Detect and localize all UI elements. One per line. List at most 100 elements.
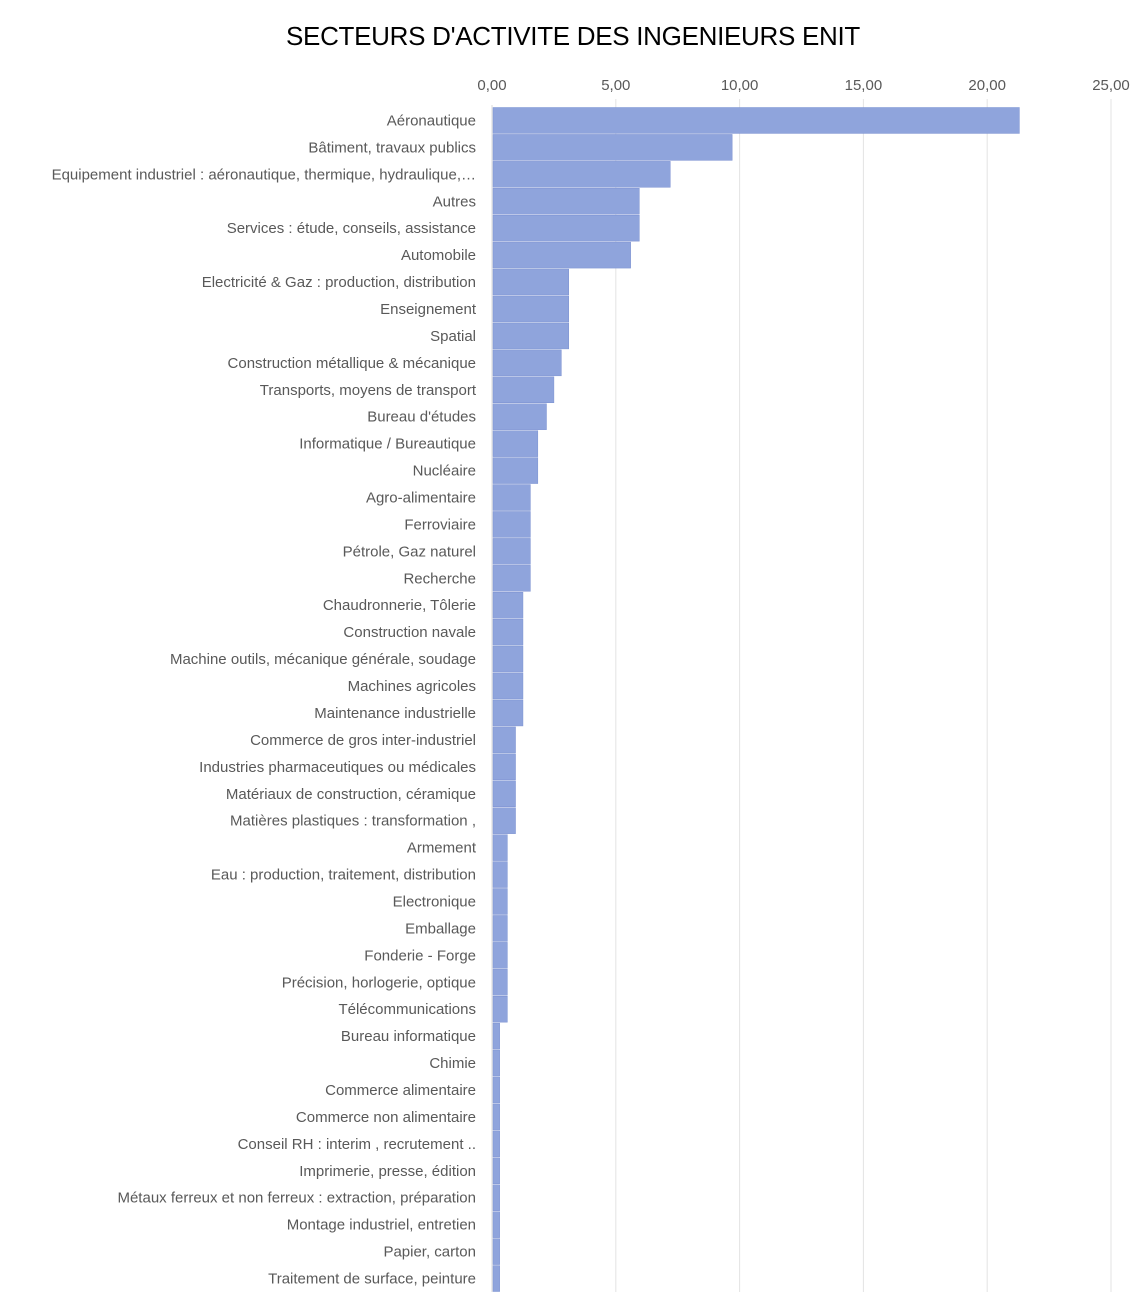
bar [492,457,539,484]
x-axis-tick-labels: 0,00 5,00 10,00 15,00 20,00 25,00 [477,77,1129,94]
category-label: Chaudronnerie, Tôlerie [323,597,476,614]
category-label: Emballage [405,920,476,937]
category-label: Ferroviaire [404,516,476,533]
bar [492,699,524,727]
category-label: Montage industriel, entretien [287,1217,476,1234]
category-label: Armement [407,840,477,857]
bar [492,969,508,996]
category-label: Nucléaire [413,463,476,480]
category-label: Précision, horlogerie, optique [282,974,476,991]
category-label: Automobile [401,247,476,264]
bar [492,295,570,323]
category-label: Machines agricoles [348,678,476,695]
category-label: Matières plastiques : transformation , [230,813,476,830]
category-label: Commerce de gros inter-industriel [250,732,476,749]
gridlines [615,99,1112,1292]
category-label: Transports, moyens de transport [260,382,477,399]
bar [492,538,531,565]
category-label: Chimie [429,1055,476,1072]
bar [492,618,524,646]
bar [492,726,516,754]
category-label: Conseil RH : interim , recrutement .. [238,1136,476,1153]
x-tick-label: 10,00 [721,77,759,94]
category-label: Enseignement [380,301,477,318]
category-label: Aéronautique [387,112,476,129]
category-label: Commerce alimentaire [325,1082,476,1099]
category-label: Commerce non alimentaire [296,1109,476,1126]
bar [492,430,539,457]
category-label: Construction métallique & mécanique [228,355,476,372]
category-labels: Aéronautique Bâtiment, travaux publics Equ… [52,112,477,1287]
bar [492,349,562,377]
bar [492,672,524,700]
category-label: Bureau informatique [341,1028,476,1045]
bar [492,376,555,403]
bar [492,1022,500,1050]
bar [492,1103,500,1131]
bar [492,592,524,619]
category-label: Autres [433,193,476,210]
bar [492,214,640,242]
bar [492,1184,500,1211]
category-label: Matériaux de construction, céramique [226,786,476,803]
bar [492,134,733,161]
category-label: Traitement de surface, peinture [268,1271,476,1288]
category-label: Papier, carton [383,1244,476,1261]
x-tick-label: 5,00 [601,77,630,94]
category-label: Informatique / Bureautique [299,436,476,453]
bars [492,107,1020,1292]
bar [492,1238,500,1265]
bar [492,753,516,781]
bar [492,996,508,1023]
bar [492,161,671,188]
bar [492,1211,500,1238]
bar [492,780,516,807]
category-label: Pétrole, Gaz naturel [343,543,476,560]
bar [492,1157,500,1185]
bar [492,942,508,969]
category-label: Equipement industriel : aéronautique, th… [52,166,476,183]
bar [492,107,1020,134]
category-label: Agro-alimentaire [366,490,476,507]
x-tick-label: 0,00 [477,77,506,94]
category-label: Télécommunications [338,1001,476,1018]
category-label: Bureau d'études [367,409,476,426]
category-label: Maintenance industrielle [314,705,476,722]
bar [492,322,570,350]
x-tick-label: 20,00 [968,77,1006,94]
category-label: Bâtiment, travaux publics [308,139,476,156]
category-label: Industries pharmaceutiques ou médicales [199,759,476,776]
bar [492,888,508,915]
bar [492,511,531,538]
bar [492,1130,500,1158]
bar [492,1076,500,1104]
category-label: Métaux ferreux et non ferreux : extracti… [117,1190,476,1207]
bar [492,268,570,296]
bar [492,645,524,673]
bar [492,484,531,511]
bar [492,834,508,861]
category-label: Eau : production, traitement, distributi… [211,867,476,884]
category-label: Machine outils, mécanique générale, soud… [170,651,476,668]
category-label: Imprimerie, presse, édition [299,1163,476,1180]
category-label: Electricité & Gaz : production, distribu… [202,274,476,291]
category-label: Recherche [403,570,476,587]
bar [492,1265,500,1292]
bar [492,403,547,430]
bar [492,241,631,269]
bar [492,565,531,592]
x-tick-label: 15,00 [845,77,883,94]
bar [492,1049,500,1077]
category-label: Spatial [430,328,476,345]
x-tick-label: 25,00 [1092,77,1130,94]
bar [492,188,640,215]
category-label: Electronique [393,893,476,910]
chart-title: SECTEURS D'ACTIVITE DES INGENIEURS ENIT [286,21,860,51]
bar [492,915,508,942]
bar [492,861,508,888]
category-label: Construction navale [343,624,476,641]
category-label: Fonderie - Forge [364,947,476,964]
bar [492,807,516,834]
category-label: Services : étude, conseils, assistance [227,220,476,237]
